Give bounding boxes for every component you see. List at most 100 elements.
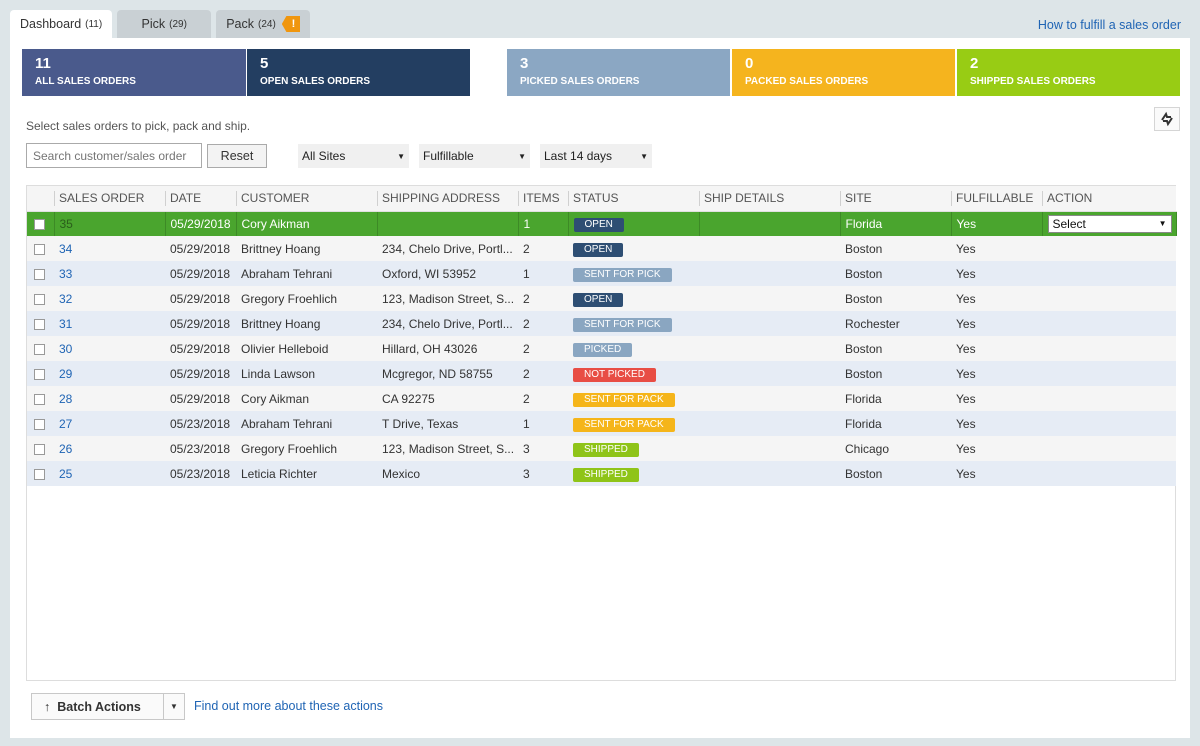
items-cell: 2	[518, 361, 568, 386]
status-badge: SHIPPED	[573, 442, 639, 457]
table-row[interactable]: 26 05/23/2018 Gregory Froehlich 123, Madiso…	[27, 436, 1176, 461]
tile-picked-sales-orders[interactable]: 3 PICKED SALES ORDERS	[507, 49, 730, 96]
row-checkbox[interactable]	[34, 293, 45, 305]
row-select-cell[interactable]	[27, 461, 54, 486]
search-input[interactable]	[26, 143, 202, 168]
batch-actions-main[interactable]: ↑ Batch Actions	[32, 694, 164, 719]
sales-order-link[interactable]: 32	[54, 286, 165, 311]
tile-open-sales-orders[interactable]: 5 OPEN SALES ORDERS	[247, 49, 470, 96]
fulfillable-filter-dropdown[interactable]: Fulfillable ▼	[419, 144, 530, 168]
row-checkbox[interactable]	[34, 219, 45, 231]
tile-all-sales-orders[interactable]: 11 ALL SALES ORDERS	[22, 49, 246, 96]
action-select[interactable]: Select ▼	[1047, 214, 1172, 233]
table-row[interactable]: 29 05/29/2018 Linda Lawson Mcgregor, ND 587…	[27, 361, 1176, 386]
row-select-cell[interactable]	[27, 311, 54, 336]
header-shipping-address[interactable]: SHIPPING ADDRESS	[377, 186, 518, 212]
status-cell: SENT FOR PACK	[568, 411, 699, 436]
header-ship-details[interactable]: SHIP DETAILS	[699, 186, 840, 212]
sales-order-link[interactable]: 29	[54, 361, 165, 386]
ship-details-cell	[699, 311, 840, 336]
row-select-cell[interactable]	[27, 361, 54, 386]
row-checkbox[interactable]	[34, 443, 45, 455]
row-checkbox[interactable]	[34, 368, 45, 380]
ship-details-cell	[699, 336, 840, 361]
batch-actions-button[interactable]: ↑ Batch Actions ▼	[31, 693, 185, 720]
row-select-cell[interactable]	[27, 236, 54, 261]
sales-order-link[interactable]: 25	[54, 461, 165, 486]
status-badge: SENT FOR PICK	[573, 317, 672, 332]
row-checkbox[interactable]	[34, 468, 45, 480]
refresh-button[interactable]	[1154, 107, 1180, 131]
table-row[interactable]: 30 05/29/2018 Olivier Helleboid Hillard, OH…	[27, 336, 1176, 361]
date-cell: 05/29/2018	[165, 336, 236, 361]
tab-pick[interactable]: Pick (29)	[117, 10, 212, 38]
header-select	[27, 186, 54, 212]
table-row[interactable]: 34 05/29/2018 Brittney Hoang 234, Chelo Dri…	[27, 236, 1176, 261]
table-row[interactable]: 31 05/29/2018 Brittney Hoang 234, Chelo Dri…	[27, 311, 1176, 336]
sales-order-link[interactable]: 34	[54, 236, 165, 261]
header-items[interactable]: ITEMS	[518, 186, 568, 212]
caret-down-icon: ▼	[397, 151, 405, 161]
items-cell: 2	[518, 386, 568, 411]
site-filter-dropdown[interactable]: All Sites ▼	[298, 144, 409, 168]
shipping-address-cell: 123, Madison Street, S...	[377, 436, 518, 461]
header-customer[interactable]: CUSTOMER	[236, 186, 377, 212]
row-checkbox[interactable]	[34, 343, 45, 355]
date-cell: 05/23/2018	[165, 411, 236, 436]
status-badge: OPEN	[573, 292, 624, 307]
header-status[interactable]: STATUS	[568, 186, 699, 212]
customer-cell: Abraham Tehrani	[236, 261, 377, 286]
tile-shipped-sales-orders[interactable]: 2 SHIPPED SALES ORDERS	[957, 49, 1180, 96]
batch-actions-help-link[interactable]: Find out more about these actions	[194, 699, 384, 713]
caret-down-icon[interactable]: ▼	[170, 702, 178, 711]
customer-cell: Gregory Froehlich	[236, 436, 377, 461]
status-badge: SENT FOR PICK	[573, 267, 672, 282]
help-link[interactable]: How to fulfill a sales order	[1037, 18, 1181, 32]
date-range-dropdown[interactable]: Last 14 days ▼	[540, 144, 652, 168]
sales-order-link[interactable]: 35	[54, 211, 166, 236]
header-site[interactable]: SITE	[840, 186, 951, 212]
tab-pack[interactable]: Pack (24) !	[216, 10, 311, 38]
sales-order-link[interactable]: 26	[54, 436, 165, 461]
status-cell: OPEN	[568, 286, 699, 311]
row-select-cell[interactable]	[27, 336, 54, 361]
items-cell: 2	[518, 311, 568, 336]
sales-order-link[interactable]: 33	[54, 261, 165, 286]
shipping-address-cell: CA 92275	[377, 386, 518, 411]
ship-details-cell	[699, 261, 840, 286]
status-badge: NOT PICKED	[573, 367, 656, 382]
tile-count: 11	[35, 55, 51, 72]
row-select-cell[interactable]	[27, 211, 55, 236]
row-select-cell[interactable]	[27, 436, 54, 461]
table-row[interactable]: 32 05/29/2018 Gregory Froehlich 123, Madiso…	[27, 286, 1176, 311]
sales-order-link[interactable]: 28	[54, 386, 165, 411]
row-checkbox[interactable]	[34, 318, 45, 330]
header-fulfillable[interactable]: FULFILLABLE	[951, 186, 1042, 212]
tab-dashboard[interactable]: Dashboard (11)	[10, 10, 113, 38]
row-select-cell[interactable]	[27, 261, 54, 286]
shipping-address-cell: 234, Chelo Drive, Portl...	[377, 311, 518, 336]
row-checkbox[interactable]	[34, 268, 45, 280]
row-checkbox[interactable]	[34, 418, 45, 430]
action-cell: Select ▼	[1042, 211, 1177, 236]
sales-order-link[interactable]: 30	[54, 336, 165, 361]
header-date[interactable]: DATE	[165, 186, 236, 212]
table-row[interactable]: 27 05/23/2018 Abraham Tehrani T Drive, Texa…	[27, 411, 1176, 436]
table-row[interactable]: 25 05/23/2018 Leticia Richter Mexico 3 SHIPPE…	[27, 461, 1176, 486]
table-row[interactable]: 35 05/29/2018 Cory Aikman 1 OPEN Florida Yes Se…	[27, 211, 1177, 236]
sales-order-link[interactable]: 27	[54, 411, 165, 436]
reset-button[interactable]: Reset	[207, 144, 267, 168]
table-row[interactable]: 33 05/29/2018 Abraham Tehrani Oxford, WI 53…	[27, 261, 1176, 286]
tile-packed-sales-orders[interactable]: 0 PACKED SALES ORDERS	[732, 49, 955, 96]
table-row[interactable]: 28 05/29/2018 Cory Aikman CA 92275 2 SENT FOR…	[27, 386, 1176, 411]
row-select-cell[interactable]	[27, 286, 54, 311]
row-select-cell[interactable]	[27, 411, 54, 436]
header-sales-order[interactable]: SALES ORDER	[54, 186, 165, 212]
row-checkbox[interactable]	[34, 243, 45, 255]
row-select-cell[interactable]	[27, 386, 54, 411]
date-cell: 05/29/2018	[165, 261, 236, 286]
sales-order-link[interactable]: 31	[54, 311, 165, 336]
row-checkbox[interactable]	[34, 393, 45, 405]
header-action[interactable]: ACTION	[1042, 186, 1176, 212]
customer-cell: Brittney Hoang	[236, 311, 377, 336]
